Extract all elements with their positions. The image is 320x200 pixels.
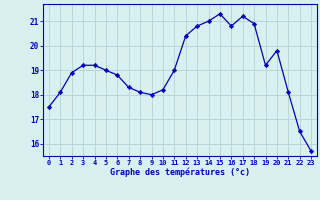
X-axis label: Graphe des températures (°c): Graphe des températures (°c) [110, 168, 250, 177]
